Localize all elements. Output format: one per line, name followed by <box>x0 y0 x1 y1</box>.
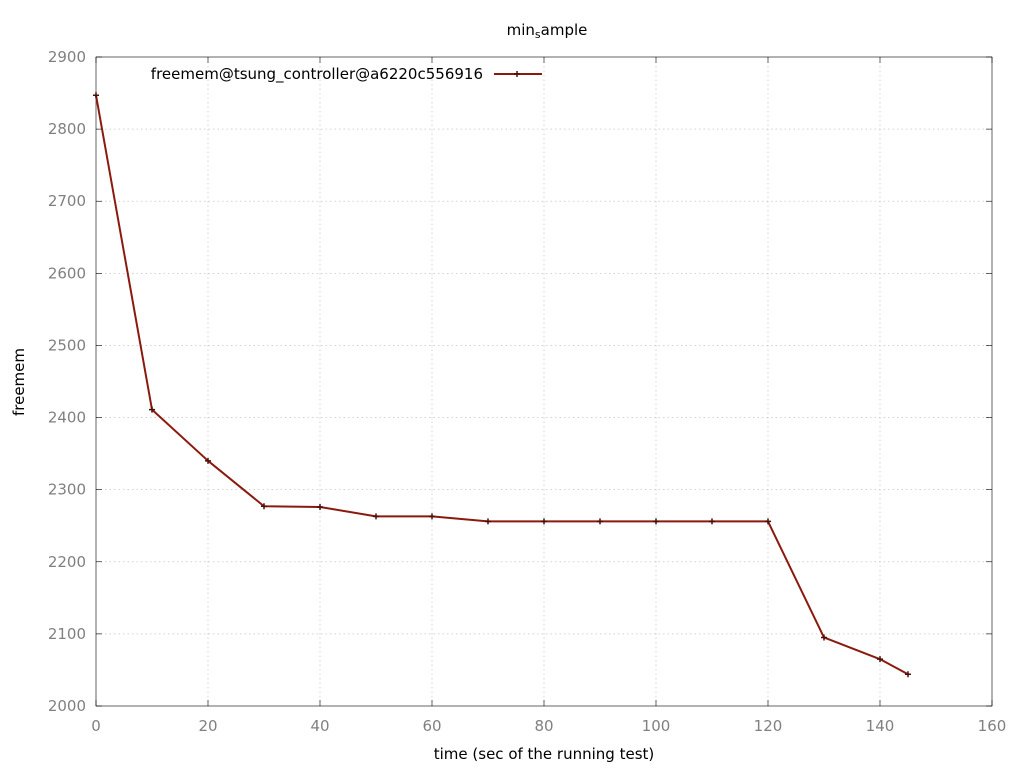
x-tick-label: 140 <box>866 717 895 735</box>
y-tick-label: 2600 <box>48 264 86 282</box>
x-tick-label: 0 <box>91 717 101 735</box>
chart-title-subscript: s <box>535 28 541 41</box>
data-point <box>905 671 911 678</box>
legend-label: freemem@tsung_controller@a6220c556916 <box>151 65 483 84</box>
data-point <box>877 656 883 663</box>
data-point <box>485 518 491 525</box>
data-point <box>149 406 155 413</box>
y-tick-label: 2500 <box>48 336 86 354</box>
y-tick-label: 2200 <box>48 553 86 571</box>
x-tick-label: 80 <box>534 717 553 735</box>
x-tick-label: 20 <box>198 717 217 735</box>
y-tick-label: 2400 <box>48 409 86 427</box>
y-tick-label: 2100 <box>48 625 86 643</box>
y-tick-label: 2300 <box>48 481 86 499</box>
data-point <box>821 634 827 641</box>
data-point <box>261 503 267 510</box>
grid <box>96 57 992 706</box>
data-point <box>317 503 323 510</box>
y-axis-label: freemem <box>10 348 28 416</box>
x-tick-label: 100 <box>642 717 671 735</box>
data-point <box>541 518 547 525</box>
x-tick-label: 160 <box>978 717 1007 735</box>
series-line <box>95 95 909 676</box>
data-point <box>709 518 715 525</box>
y-tick-label: 2800 <box>48 120 86 138</box>
chart-title: minsample <box>507 21 588 41</box>
data-point <box>205 457 211 464</box>
data-point <box>93 92 99 99</box>
x-tick-label: 120 <box>754 717 783 735</box>
data-point <box>765 518 771 525</box>
data-point <box>429 513 435 520</box>
data-point <box>373 513 379 520</box>
y-tick-label: 2700 <box>48 192 86 210</box>
x-tick-label: 40 <box>310 717 329 735</box>
data-point <box>653 518 659 525</box>
x-tick-label: 60 <box>422 717 441 735</box>
chart-title-main: min <box>507 21 535 39</box>
series <box>93 92 911 678</box>
legend: freemem@tsung_controller@a6220c556916 <box>151 65 542 84</box>
data-point <box>597 518 603 525</box>
chart-title-rest: ample <box>541 21 588 39</box>
y-tick-label: 2900 <box>48 48 86 66</box>
legend-marker <box>514 71 520 77</box>
x-axis-label: time (sec of the running test) <box>434 745 655 763</box>
y-tick-label: 2000 <box>48 697 86 715</box>
ticks: 0 20 40 60 80 100 120 140 160 2000 2100 2200 2300 240… <box>48 48 1007 735</box>
